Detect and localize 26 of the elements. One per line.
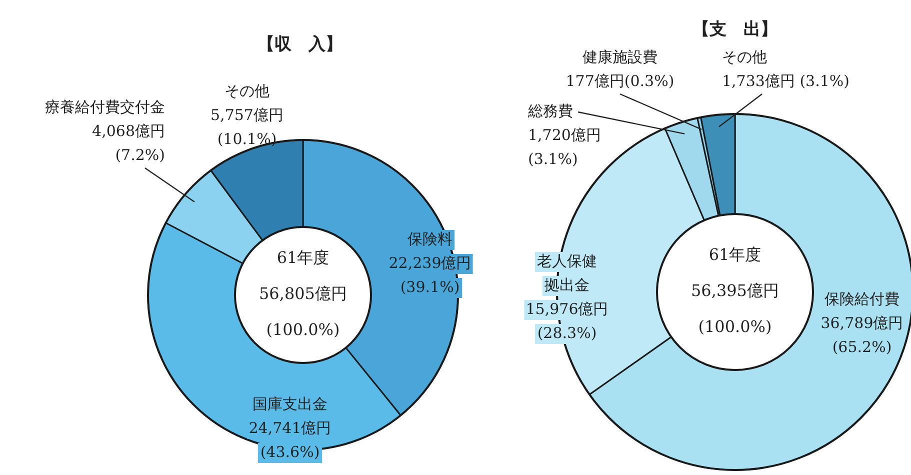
text: 61年度 <box>708 245 762 264</box>
slice-label: その他 <box>722 48 767 66</box>
slice-label: 健康施設費 <box>582 48 658 66</box>
data-label: 177億円(0.3%) <box>566 72 674 90</box>
slice-label: 保険給付費 <box>824 290 900 308</box>
slice-label: その他 <box>224 82 270 100</box>
text: 61年度 <box>276 248 330 268</box>
text: 56,395億円 <box>691 281 779 300</box>
data-label: 1,720億円 (3.1%) <box>528 126 601 168</box>
data-label: 5,757億円 (10.1%) <box>210 106 284 148</box>
data-label: 4,068億円 (7.2%) <box>92 122 165 164</box>
slice-label: 療養給付費交付金 <box>45 98 165 116</box>
data-label: 15,976億円 (28.3%) <box>526 300 608 342</box>
chart-title: 【支 出】 <box>692 19 778 40</box>
data-label: 1,733億円 (3.1%) <box>722 72 850 90</box>
slice-label: 保険料 <box>408 230 452 248</box>
slice-label: 老人保健拠出金 <box>537 252 597 294</box>
slice-label: 国庫支出金 <box>252 394 328 413</box>
text: (100.0%) <box>698 317 772 336</box>
slice-label: 総務費 <box>527 102 573 120</box>
chart-title: 【収 入】 <box>258 34 342 54</box>
data-label: 24,741億円 (43.6%) <box>248 418 332 461</box>
data-label: 36,789億円 (65.2%) <box>820 314 904 356</box>
data-label: 22,239億円 (39.1%) <box>388 254 472 296</box>
text: 56,805億円 <box>259 284 347 304</box>
text: (100.0%) <box>266 320 340 340</box>
